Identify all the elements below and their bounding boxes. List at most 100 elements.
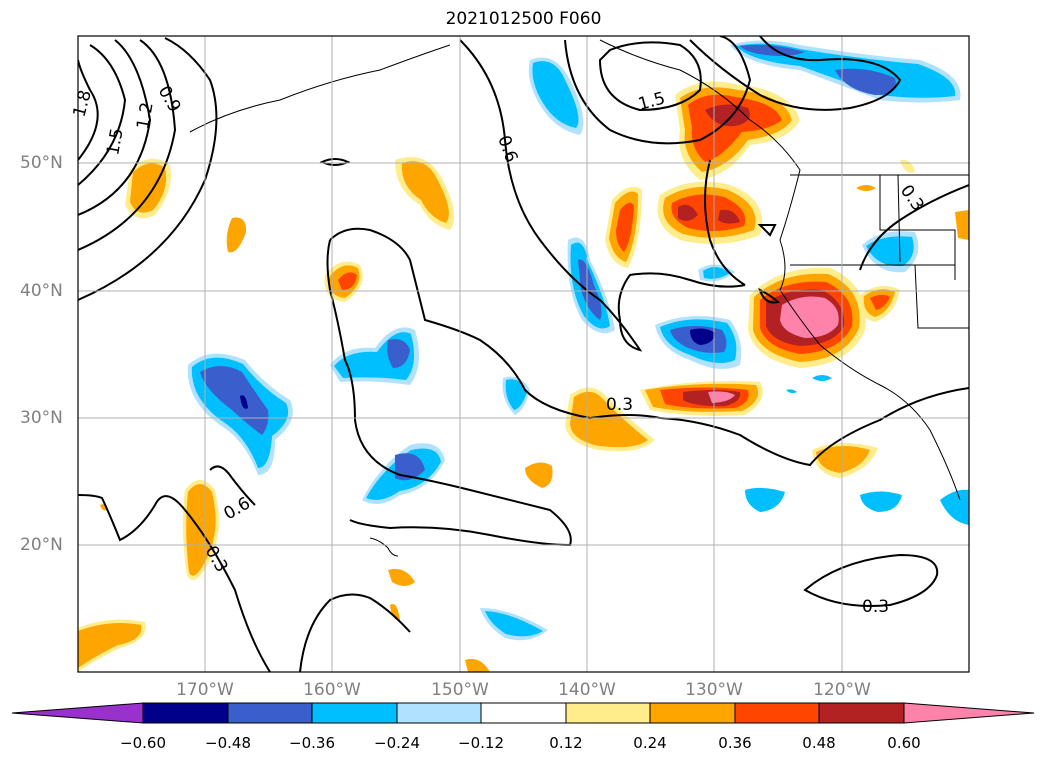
colorbar-swatch <box>734 702 820 724</box>
colorbar-swatch <box>396 702 482 724</box>
contour-line <box>329 227 969 467</box>
anomaly-negative-patch <box>655 316 742 369</box>
anomaly-positive-patch <box>78 619 146 672</box>
anomaly-positive-patch <box>859 286 900 322</box>
anomaly-negative-patch <box>362 443 445 504</box>
lon-label: 170°W <box>176 680 234 700</box>
anomaly-positive-patch <box>525 462 553 488</box>
contour-line <box>859 184 969 271</box>
anomaly-positive-patch <box>465 658 490 672</box>
anomaly-negative-patch <box>502 376 530 415</box>
anomaly-negative-patch <box>187 353 293 475</box>
anomaly-negative-patch <box>330 327 419 385</box>
lon-label: 150°W <box>431 680 489 700</box>
anomaly-positive-patch <box>125 158 171 219</box>
graticule <box>78 36 969 672</box>
lat-label: 50°N <box>20 153 63 173</box>
colorbar-swatch <box>311 702 398 724</box>
contour-line <box>299 593 411 672</box>
hawaii-coast <box>369 537 399 557</box>
contour-line <box>319 158 351 166</box>
anomaly-negative-patch <box>812 375 832 381</box>
contour-line <box>78 59 99 161</box>
anomaly-positive-patch <box>657 181 762 244</box>
lat-label: 30°N <box>20 408 63 428</box>
colorbar-swatch <box>142 702 229 724</box>
anomaly-positive-patch <box>955 210 969 240</box>
anomaly-positive-patch <box>605 186 642 268</box>
lon-label: 140°W <box>558 680 616 700</box>
colorbar-tick-label: 0.24 <box>633 734 667 752</box>
colorbar-swatch <box>565 702 651 724</box>
anomaly-negative-patch <box>480 608 548 641</box>
contour-label: 1.8 <box>70 88 96 119</box>
contour-line <box>78 37 218 301</box>
colorbar-tick-label: 0.60 <box>887 734 921 752</box>
anomaly-positive-patch <box>324 261 363 302</box>
contour-label: 1.5 <box>636 89 667 115</box>
anomaly-negative-patch <box>940 489 969 525</box>
anomaly-positive-patch <box>226 217 247 253</box>
contour-label: 0.3 <box>896 181 928 215</box>
contour-label: 1.5 <box>103 127 127 157</box>
anomaly-positive-patch <box>395 157 455 230</box>
colorbar-tick-label: −0.12 <box>458 734 504 752</box>
contour-line <box>209 465 256 506</box>
contour-label: 0.3 <box>606 395 633 415</box>
colorbar-tick-label: 0.48 <box>802 734 836 752</box>
contours <box>78 36 969 672</box>
colorbar-tick-label: −0.24 <box>374 734 420 752</box>
contour-labels: 1.8 1.5 1.2 0.9 0.6 0.6 0.3 0.3 0.3 0.3 … <box>70 83 928 618</box>
contour-label: 0.3 <box>862 597 889 617</box>
state-border <box>879 175 956 280</box>
anomaly-positive-patch <box>390 604 400 621</box>
coastlines <box>189 39 969 557</box>
anomaly-negative-patch <box>745 487 785 512</box>
contour-line <box>598 41 702 112</box>
contour-line <box>704 159 746 286</box>
contour-line <box>78 44 127 186</box>
colorbar-extend-high <box>903 702 1035 724</box>
contour-line <box>757 224 777 237</box>
contour-line <box>564 36 752 145</box>
contour-line <box>78 494 271 672</box>
lat-label: 20°N <box>20 535 63 555</box>
colorbar-tick-label: −0.36 <box>289 734 335 752</box>
lon-label: 160°W <box>303 680 361 700</box>
anomaly-positive-patch <box>900 159 915 173</box>
contour-line <box>803 553 939 607</box>
anomaly-negative-patch <box>860 491 902 512</box>
colorbar-swatch <box>227 702 313 724</box>
lat-label: 40°N <box>20 281 63 301</box>
alaska-aleutian-coast <box>189 44 451 133</box>
anomaly-positive-patch <box>856 185 876 191</box>
map-frame <box>77 35 970 673</box>
colorbar-tick-label: −0.60 <box>120 734 166 752</box>
map-title: 2021012500 F060 <box>445 9 602 29</box>
anomaly-negative-patch <box>528 57 584 135</box>
contour-line <box>326 239 572 547</box>
colorbar-swatch <box>480 702 567 724</box>
colorbar-extend-low <box>11 702 144 724</box>
colorbar-swatch <box>649 702 736 724</box>
contour-line <box>689 36 902 111</box>
anomaly-positive-patch <box>388 568 415 586</box>
anomaly-positive-patch <box>675 81 800 180</box>
contour-line <box>78 39 177 251</box>
colorbar <box>11 702 1035 724</box>
colorbar-tick-label: −0.48 <box>205 734 251 752</box>
anomaly-positive-patch <box>748 267 866 368</box>
colorbar-tick-label: 0.12 <box>549 734 583 752</box>
contour-line <box>758 288 781 304</box>
contour-line <box>459 39 746 352</box>
contour-line <box>78 39 152 216</box>
colorbar-tick-label: 0.36 <box>718 734 752 752</box>
anomaly-negative-patch <box>862 231 919 273</box>
shaded-fields <box>78 40 969 672</box>
west-coast <box>599 39 961 501</box>
contour-label: 0.6 <box>493 133 521 165</box>
contour-label: 1.2 <box>133 101 157 131</box>
anomaly-positive-patch <box>640 381 763 416</box>
anomaly-positive-patch <box>812 442 878 478</box>
